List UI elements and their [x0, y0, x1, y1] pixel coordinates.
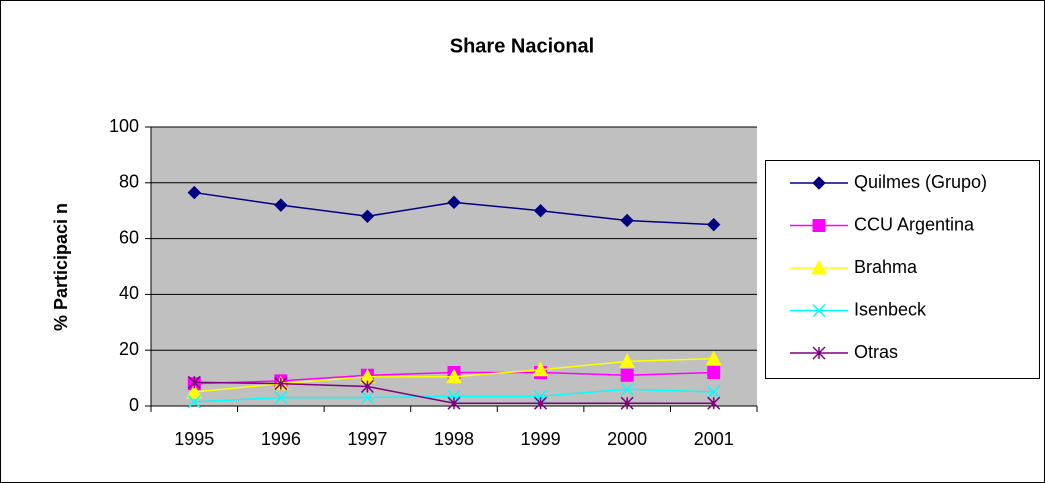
plot-background	[151, 127, 757, 406]
marker	[274, 198, 288, 212]
marker	[274, 391, 288, 405]
legend-marker	[812, 219, 826, 232]
x-tick-label: 1998	[434, 429, 474, 449]
y-tick-label: 0	[129, 395, 139, 415]
marker	[707, 385, 721, 399]
marker	[187, 395, 201, 409]
marker	[187, 375, 201, 389]
y-tick-label: 60	[119, 227, 139, 247]
legend-marker	[812, 346, 826, 360]
legend-label: Quilmes (Grupo)	[854, 172, 987, 192]
y-tick-label: 80	[119, 172, 139, 192]
legend-box	[765, 160, 1040, 379]
marker	[620, 396, 634, 410]
marker	[186, 383, 203, 399]
marker	[619, 353, 635, 368]
marker	[360, 391, 374, 405]
legend-marker	[812, 176, 826, 190]
x-tick-label: 2001	[694, 429, 734, 449]
marker	[446, 368, 462, 384]
legend-label: Isenbeck	[854, 299, 927, 319]
y-tick-label: 20	[119, 339, 139, 359]
marker	[360, 209, 375, 223]
y-tick-label: 40	[119, 283, 139, 303]
legend-label: Otras	[854, 342, 898, 362]
marker	[533, 203, 548, 218]
marker	[447, 195, 461, 210]
marker	[620, 368, 634, 382]
marker	[707, 217, 721, 232]
marker	[707, 366, 721, 380]
legend-marker	[812, 303, 826, 318]
y-tick-label: 100	[109, 116, 139, 136]
x-tick-label: 1996	[261, 429, 301, 449]
x-tick-label: 1999	[521, 429, 561, 449]
legend-marker	[811, 259, 827, 275]
x-tick-label: 1995	[174, 429, 214, 449]
marker	[705, 350, 722, 366]
marker	[534, 396, 548, 410]
marker	[447, 396, 461, 410]
y-axis-label: % Participaci n	[51, 203, 71, 331]
marker	[532, 361, 549, 377]
marker	[187, 185, 201, 200]
x-tick-label: 1997	[347, 429, 387, 449]
x-tick-label: 2000	[607, 429, 647, 449]
marker	[620, 213, 634, 228]
marker	[707, 396, 721, 410]
legend-label: CCU Argentina	[854, 214, 975, 234]
marker	[620, 382, 634, 396]
legend-label: Brahma	[854, 257, 918, 277]
chart-title: Share Nacional	[450, 35, 595, 57]
marker	[360, 379, 374, 394]
marker	[274, 377, 288, 391]
